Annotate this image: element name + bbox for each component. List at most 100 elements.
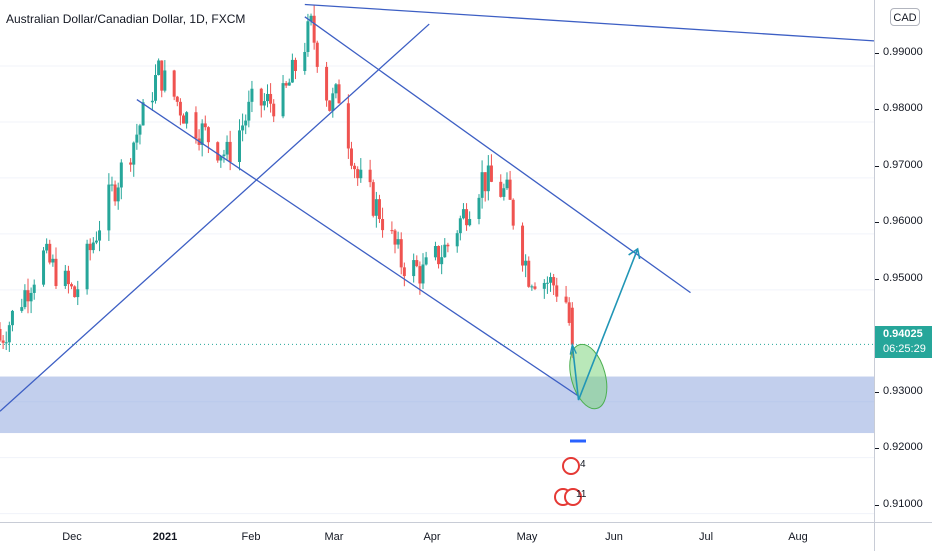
candle-up	[359, 169, 363, 179]
candle-down	[381, 219, 385, 231]
candle-up	[309, 15, 313, 22]
candle-up	[163, 70, 167, 91]
time-tick: Jul	[698, 531, 714, 543]
candle-down	[564, 296, 568, 303]
time-tick: Jun	[605, 531, 623, 543]
event-count: 11	[576, 489, 587, 500]
candle-up	[477, 197, 481, 219]
candle-up	[262, 101, 266, 106]
price-scale[interactable]: CAD 0.99000 0.98000 0.97000 0.96000 0.95…	[874, 0, 932, 522]
channel-top	[304, 16, 691, 294]
candle-down	[511, 199, 515, 226]
candle-down	[521, 225, 525, 266]
candle-up	[374, 199, 378, 216]
candle-up	[237, 130, 241, 162]
candle-down	[203, 123, 207, 128]
candle-down	[26, 290, 30, 302]
candle-down	[293, 59, 297, 71]
candle-down	[325, 66, 329, 101]
candle-down	[0, 328, 2, 341]
candle-up	[110, 184, 114, 186]
candle-down	[206, 127, 210, 143]
candle-down	[499, 181, 503, 197]
candle-up	[334, 84, 338, 94]
candle-up	[7, 325, 11, 343]
candle-down	[567, 302, 571, 323]
canada-flag-icon	[562, 457, 580, 475]
candle-up	[549, 277, 553, 283]
candle-down	[113, 184, 117, 202]
candle-up	[119, 162, 123, 188]
candle-down	[66, 270, 70, 285]
candle-up	[486, 165, 490, 192]
candle-up	[303, 51, 307, 71]
price-tick: 0.93000	[875, 385, 923, 397]
candle-down	[349, 148, 353, 166]
candle-down	[1, 340, 5, 343]
candle-down	[228, 141, 232, 162]
candle-down	[284, 83, 288, 86]
candle-down	[377, 199, 381, 220]
scale-corner	[874, 522, 932, 551]
candle-down	[533, 286, 537, 289]
currency-button[interactable]: CAD	[890, 8, 920, 26]
time-tick: Apr	[423, 531, 441, 543]
candle-up	[433, 246, 437, 258]
candle-down	[390, 230, 394, 232]
event-count: 4	[580, 459, 586, 470]
candle-up	[154, 75, 158, 101]
candle-up	[157, 60, 161, 76]
candle-up	[51, 258, 55, 263]
candle-down	[437, 246, 441, 265]
candle-down	[160, 60, 164, 91]
candle-down	[371, 182, 375, 216]
candle-up	[116, 187, 120, 202]
candle-up	[138, 125, 142, 135]
time-tick: May	[516, 531, 538, 543]
candle-down	[393, 230, 397, 245]
candle-down	[88, 243, 92, 251]
candle-up	[424, 257, 428, 265]
candle-up	[244, 120, 248, 126]
candle-down	[368, 169, 372, 183]
candle-up	[63, 270, 67, 287]
candle-down	[272, 103, 276, 117]
candle-down	[483, 172, 487, 192]
chart-title: Australian Dollar/Canadian Dollar, 1D, F…	[6, 12, 246, 26]
bar-countdown: 06:25:29	[883, 343, 926, 355]
time-tick: Aug	[788, 531, 808, 543]
candle-down	[194, 112, 198, 139]
upper-trendline	[304, 3, 875, 42]
price-tick: 0.98000	[875, 102, 923, 114]
time-scale[interactable]: Dec 2021 Feb Mar Apr May Jun Jul Aug	[0, 522, 874, 551]
arrow-head	[628, 247, 641, 260]
price-chart[interactable]	[0, 0, 875, 522]
candle-down	[48, 243, 52, 263]
rising-line	[0, 23, 430, 412]
price-tick: 0.95000	[875, 272, 923, 284]
candle-up	[200, 123, 204, 145]
candle-up	[461, 209, 465, 219]
candle-down	[489, 165, 493, 182]
candle-down	[172, 70, 176, 97]
price-tick: 0.99000	[875, 46, 923, 58]
candle-up	[306, 21, 310, 52]
candle-down	[402, 267, 406, 277]
candle-up	[29, 292, 33, 302]
candle-down	[129, 162, 133, 165]
candle-up	[530, 286, 534, 288]
projection-arrow	[571, 248, 639, 401]
candle-up	[250, 88, 254, 102]
candle-up	[545, 282, 549, 284]
candle-up	[225, 141, 229, 155]
candle-up	[287, 82, 291, 86]
candle-down	[175, 96, 179, 102]
candle-up	[468, 218, 472, 226]
chart-area[interactable]: Australian Dollar/Canadian Dollar, 1D, F…	[0, 0, 875, 522]
candle-up	[412, 260, 416, 277]
candle-up	[241, 125, 245, 131]
time-tick: Feb	[241, 531, 261, 543]
candle-up	[91, 242, 95, 251]
candle-down	[465, 209, 469, 226]
australia-flag-icon	[564, 488, 582, 506]
